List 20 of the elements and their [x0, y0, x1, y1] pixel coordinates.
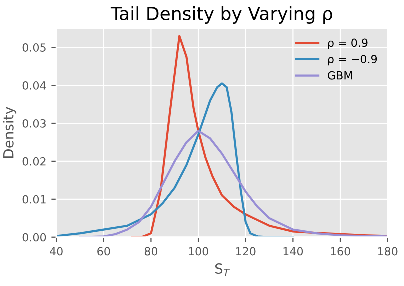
- y-tick-label: 0.02: [22, 157, 46, 166]
- legend-label: GBM: [328, 71, 352, 80]
- chart-title: Tail Density by Varying ρ: [110, 6, 332, 24]
- legend-label: ρ = 0.9: [328, 38, 368, 50]
- legend-label: ρ = −0.9: [328, 55, 378, 66]
- x-tick-label: 100: [189, 247, 208, 256]
- x-tick-label: 40: [50, 247, 63, 256]
- x-tick-label: 160: [331, 247, 350, 256]
- y-tick-label: 0.01: [22, 195, 46, 204]
- x-tick-label: 180: [378, 247, 398, 256]
- x-tick-label: 80: [144, 247, 158, 256]
- y-tick-label: 0.04: [22, 82, 46, 90]
- y-tick-label: 0.00: [22, 233, 46, 242]
- x-tick-label: 120: [236, 247, 256, 256]
- x-tick-label: 140: [284, 247, 304, 256]
- y-tick-label: 0.05: [22, 44, 46, 52]
- x-axis-title: S$_{T}$: [215, 264, 230, 276]
- x-tick-label: 60: [98, 247, 110, 256]
- y-axis-title: Density: [3, 107, 17, 158]
- y-tick-label: 0.03: [22, 119, 46, 128]
